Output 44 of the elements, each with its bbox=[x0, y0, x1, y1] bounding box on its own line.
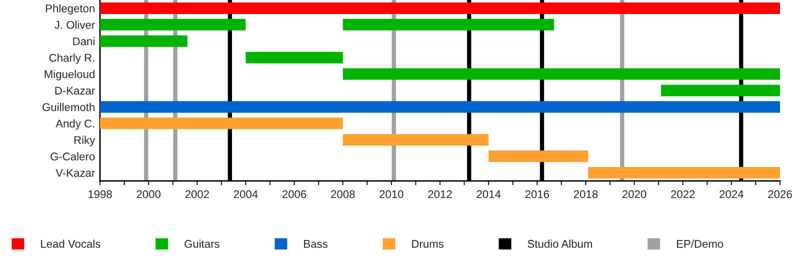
legend-label: EP/Demo bbox=[676, 240, 724, 248]
bar bbox=[100, 35, 188, 47]
x-tick-label: 2026 bbox=[768, 190, 792, 198]
y-tick-label: Andy C. bbox=[56, 119, 94, 130]
bar bbox=[588, 166, 780, 178]
bar bbox=[100, 18, 246, 30]
bar bbox=[342, 68, 780, 80]
y-tick-label: Riky bbox=[74, 136, 96, 146]
bar bbox=[342, 134, 489, 146]
x-tick-label: 2010 bbox=[380, 190, 404, 198]
bar bbox=[246, 52, 343, 64]
x-tick-label: 2014 bbox=[476, 190, 501, 198]
y-tick-label: Charly R. bbox=[49, 54, 94, 64]
x-tick-label: 2024 bbox=[720, 190, 744, 198]
x-tick-label: 2004 bbox=[234, 190, 258, 198]
bar bbox=[100, 2, 780, 14]
y-tick-label: D-Kazar bbox=[55, 86, 95, 95]
legend-label: Drums bbox=[412, 240, 444, 248]
legend-label: Bass bbox=[304, 240, 328, 248]
x-tick-label: 2022 bbox=[671, 190, 695, 198]
x-tick-label: 1998 bbox=[88, 190, 112, 198]
bar bbox=[100, 101, 780, 113]
x-tick-label: 2018 bbox=[574, 190, 598, 198]
bar bbox=[661, 84, 780, 96]
legend-label: Studio Album bbox=[528, 240, 592, 248]
y-tick-label: G-Calero bbox=[50, 152, 95, 160]
legend-label: Lead Vocals bbox=[41, 240, 100, 248]
y-tick-label: Guillemoth bbox=[42, 102, 94, 112]
x-tick-label: 2000 bbox=[136, 190, 160, 198]
bar bbox=[488, 150, 588, 162]
legend-label: Guitars bbox=[184, 240, 220, 248]
y-tick-label: Dani bbox=[73, 37, 94, 46]
x-tick-label: 2008 bbox=[331, 190, 355, 198]
bar bbox=[342, 18, 554, 30]
x-tick-label: 2006 bbox=[282, 190, 306, 198]
y-tick-label: V-Kazar bbox=[56, 169, 95, 177]
x-tick-label: 2012 bbox=[428, 190, 452, 198]
y-tick-label: Phlegeton bbox=[46, 4, 94, 15]
x-tick-label: 2002 bbox=[185, 190, 209, 198]
y-tick-label: Migueloud bbox=[44, 70, 94, 80]
y-tick-label: J. Oliver bbox=[54, 20, 95, 29]
bar bbox=[100, 118, 343, 130]
x-tick-label: 2016 bbox=[525, 190, 550, 198]
x-tick-label: 2020 bbox=[622, 190, 646, 198]
